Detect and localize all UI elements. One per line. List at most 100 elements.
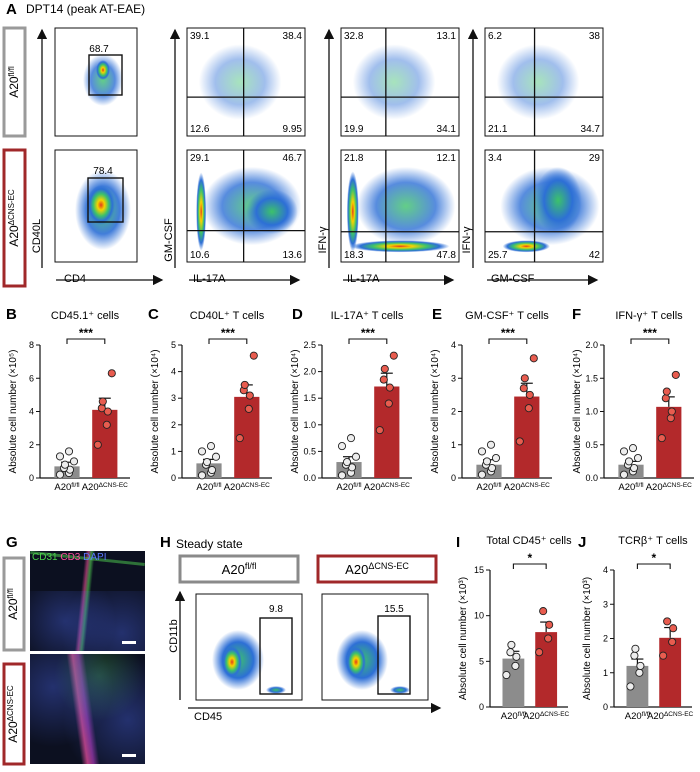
- flow-plot-steady-ko: 15.5: [321, 593, 429, 701]
- data-point: [342, 457, 352, 467]
- flow-plot-steady-flfl: 9.8: [195, 593, 303, 701]
- data-point: [245, 391, 254, 400]
- legend-cd3: CD3: [60, 552, 81, 563]
- x-tick-label: A20ΔCNS-EC: [364, 482, 410, 494]
- y-axis-label: Absolute cell number (×10⁵): [8, 350, 19, 474]
- chart-title: IL-17A⁺ T cells: [331, 310, 404, 322]
- data-point: [631, 644, 640, 653]
- bar-ko: [535, 632, 558, 707]
- y-tick-label: 1: [451, 440, 456, 450]
- data-point: [346, 434, 356, 443]
- data-point: [671, 370, 680, 379]
- h-header-flfl: [178, 554, 300, 584]
- data-point: [240, 380, 249, 389]
- data-point: [628, 444, 638, 453]
- y-tick-label: 3: [171, 393, 176, 403]
- quadrant-ur: 38.4: [283, 31, 303, 42]
- flow-plot-r2-c3: 21.8 12.1 18.3 47.8: [340, 149, 460, 263]
- data-point: [529, 354, 538, 363]
- g-legend: CD31 CD3 DAPI: [32, 552, 107, 563]
- row-label-ko: A20ΔCNS-EC: [7, 189, 22, 247]
- quadrant-lr: 34.7: [581, 124, 601, 135]
- data-point: [663, 617, 672, 626]
- y-tick-label: 0.5: [585, 440, 598, 450]
- data-point: [197, 471, 207, 480]
- y-tick-label: 1: [171, 446, 176, 456]
- panel-letter-h: H: [160, 534, 171, 551]
- y-tick-label: 3: [451, 373, 456, 383]
- panel-letter-f: F: [572, 306, 581, 323]
- x-tick-label: A20fl/fl: [196, 482, 222, 494]
- data-point: [384, 399, 393, 408]
- data-point: [60, 460, 70, 469]
- data-point: [482, 457, 492, 466]
- h-header-ko-label: A20ΔCNS-EC: [345, 561, 409, 577]
- quadrant-lr: 47.8: [437, 250, 457, 261]
- data-point: [502, 670, 511, 680]
- a-ylabel-cd40l: CD40L: [31, 219, 43, 253]
- flow-plot-r1-c3: 32.8 13.1 19.9 34.1: [340, 27, 460, 137]
- panel-letter-a: A: [6, 1, 17, 18]
- y-tick-label: 2.0: [303, 367, 316, 377]
- y-tick-label: 0: [171, 473, 176, 483]
- h-header-ko: [316, 554, 438, 584]
- panel-letter-e: E: [432, 306, 442, 323]
- data-point: [524, 404, 533, 413]
- x-tick-label: A20fl/fl: [618, 482, 644, 494]
- quadrant-ll: 18.3: [344, 250, 364, 261]
- quadrant-lr: 13.6: [283, 250, 303, 261]
- panel-h-title: Steady state: [176, 537, 243, 551]
- quadrant-lr: 42: [589, 250, 601, 261]
- data-point: [668, 637, 677, 646]
- bar-chart-d: IL-17A⁺ T cells 0.0 0.5 1.0 1.5 2.0 2.5Absolut…: [290, 310, 412, 493]
- data-point: [98, 397, 107, 406]
- bar-chart-j: TCRβ⁺ T cells 0 1 2 3 4 Absolute cell number (…: [582, 535, 694, 722]
- a-xlabel-1: IL-17A: [193, 273, 226, 285]
- data-point: [337, 442, 347, 451]
- y-tick-label: 2.0: [585, 340, 598, 350]
- data-point: [351, 452, 361, 461]
- y-tick-label: 4: [29, 407, 34, 417]
- y-tick-label: 0: [451, 473, 456, 483]
- data-point: [102, 420, 111, 429]
- quadrant-ul: 29.1: [190, 153, 210, 164]
- x-tick-label: A20fl/fl: [336, 482, 362, 494]
- data-point: [487, 463, 497, 473]
- significance-marker: ***: [79, 326, 93, 340]
- y-tick-label: 1.0: [303, 420, 316, 430]
- quadrant-ll: 12.6: [190, 124, 210, 135]
- data-point: [511, 661, 520, 670]
- scale-bar: [122, 641, 136, 644]
- x-tick-label: A20ΔCNS-EC: [523, 711, 569, 723]
- quadrant-ul: 21.8: [344, 153, 364, 164]
- y-tick-label: 0.0: [303, 473, 316, 483]
- chart-title: GM-CSF⁺ T cells: [465, 310, 549, 322]
- bar-chart-b: CD45.1⁺ cells 0 2 4 6 8 Absolute cell number (…: [8, 310, 130, 493]
- flow-plot-cd4-ko: 78.4: [54, 149, 138, 263]
- panel-a-title: DPT14 (peak AT-EAE): [26, 2, 145, 16]
- y-tick-label: 6: [29, 373, 34, 383]
- data-point: [97, 404, 106, 413]
- h-header-flfl-label: A20fl/fl: [222, 561, 257, 577]
- y-tick-label: 2: [451, 407, 456, 417]
- bar-ko: [659, 637, 682, 707]
- data-point: [249, 351, 258, 360]
- y-tick-label: 8: [29, 340, 34, 350]
- data-point: [666, 414, 675, 423]
- flow-plot-r2-c4: 3.4 29 25.7 42: [484, 149, 604, 263]
- y-tick-label: 2: [29, 440, 34, 450]
- data-point: [69, 457, 79, 466]
- quadrant-ll: 25.7: [488, 250, 508, 261]
- y-axis-label: Absolute cell number (×10³): [582, 577, 593, 700]
- quadrant-ul: 3.4: [488, 153, 502, 164]
- g-row-box-flfl: [2, 556, 26, 652]
- data-point: [519, 384, 528, 393]
- data-point: [661, 394, 670, 403]
- y-tick-label: 0: [603, 702, 608, 712]
- y-tick-label: 1.5: [585, 373, 598, 383]
- quadrant-ur: 29: [589, 153, 601, 164]
- g-row-box-ko: [2, 662, 26, 766]
- data-point: [235, 434, 244, 443]
- data-point: [375, 426, 384, 435]
- y-tick-label: 2.5: [303, 340, 316, 350]
